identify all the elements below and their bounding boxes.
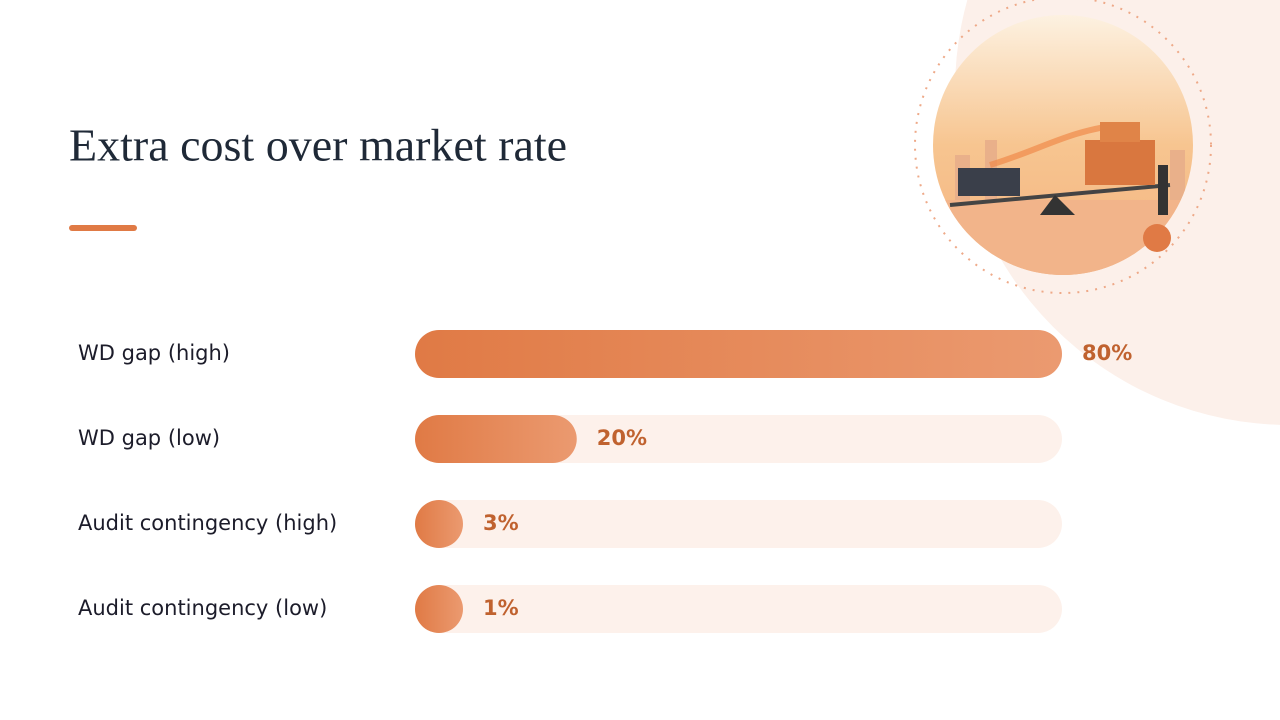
dotted-ring (914, 0, 1212, 294)
chart-title: Extra cost over market rate (69, 120, 567, 171)
accent-dot (1143, 224, 1171, 252)
bar (415, 500, 463, 548)
bar (415, 585, 463, 633)
category-label: Audit contingency (high) (78, 511, 337, 535)
bar (415, 415, 577, 463)
value-label: 1% (483, 596, 519, 620)
bar-track (415, 500, 1062, 548)
value-label: 20% (597, 426, 647, 450)
category-label: WD gap (low) (78, 426, 220, 450)
category-label: Audit contingency (low) (78, 596, 327, 620)
bar-track (415, 415, 1062, 463)
title-underline (69, 225, 137, 231)
value-label: 80% (1082, 341, 1132, 365)
bar (415, 330, 1062, 378)
bar-track (415, 585, 1062, 633)
value-label: 3% (483, 511, 519, 535)
category-label: WD gap (high) (78, 341, 230, 365)
